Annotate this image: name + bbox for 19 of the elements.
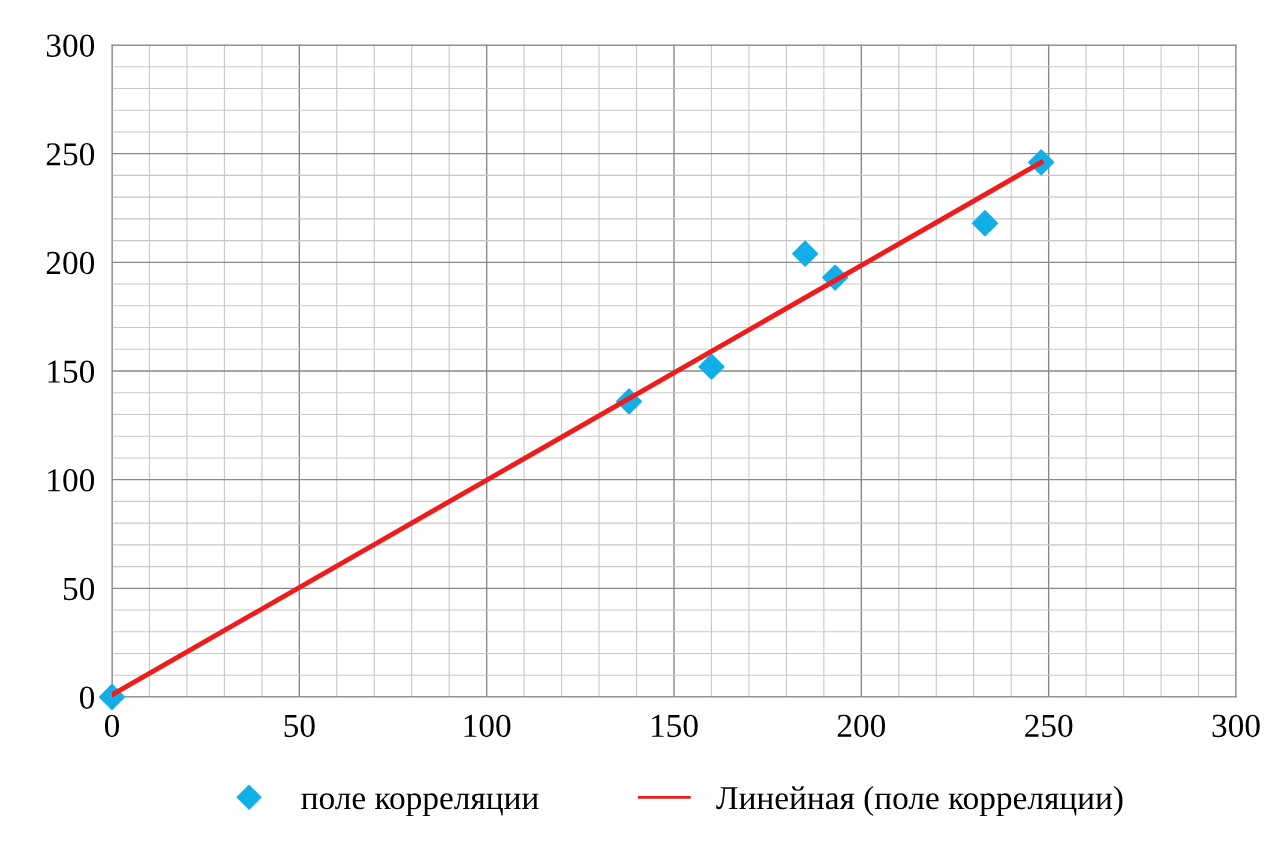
y-tick-label: 300 [46, 34, 95, 57]
y-tick-label: 50 [63, 577, 95, 601]
y-tick-label: 250 [46, 143, 95, 166]
x-tick-label: 0 [104, 714, 120, 738]
point [792, 240, 819, 267]
x-tick-label: 200 [837, 714, 886, 738]
y-tick-label: 0 [79, 686, 95, 709]
legend-label: поле корреляции [301, 793, 539, 817]
x-tick-label: 50 [284, 714, 315, 738]
y-tick-label: 100 [48, 469, 95, 492]
point [971, 210, 999, 237]
x-tick-label: 250 [1025, 714, 1073, 738]
x-tick-label: 150 [651, 714, 698, 738]
y-tick-label: 200 [46, 251, 95, 275]
y-tick-label: 150 [48, 360, 95, 383]
legend-label: Линейная (поле корреляции) [716, 785, 1123, 817]
x-tick-label: 100 [464, 714, 511, 738]
x-tick-label: 300 [1212, 714, 1260, 738]
point [698, 353, 725, 380]
